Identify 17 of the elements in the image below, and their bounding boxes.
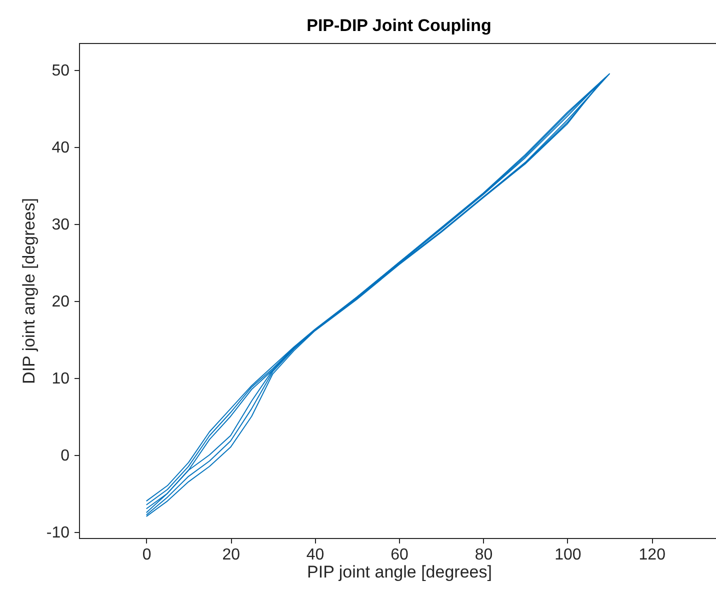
y-tick-label: 50 xyxy=(52,62,70,80)
x-tick-label: 100 xyxy=(554,546,582,564)
x-tick-label: 40 xyxy=(306,546,324,564)
x-tick-label: 120 xyxy=(638,546,666,564)
x-tick-label: 60 xyxy=(390,546,408,564)
x-axis-title: PIP joint angle [degrees] xyxy=(307,562,492,582)
y-tick-label: 30 xyxy=(52,216,70,234)
y-axis-title: DIP joint angle [degrees] xyxy=(19,198,38,384)
x-tick-label: 80 xyxy=(474,546,493,564)
chart-title: PIP-DIP Joint Coupling xyxy=(306,16,492,35)
y-tick-label: 20 xyxy=(52,293,70,310)
y-tick-label: 0 xyxy=(60,447,70,464)
y-tick-label: -10 xyxy=(46,524,70,542)
y-tick-label: 40 xyxy=(52,139,70,156)
x-tick-label: 0 xyxy=(142,546,152,564)
x-tick-label: 20 xyxy=(222,546,240,564)
y-tick-label: 10 xyxy=(52,370,70,388)
